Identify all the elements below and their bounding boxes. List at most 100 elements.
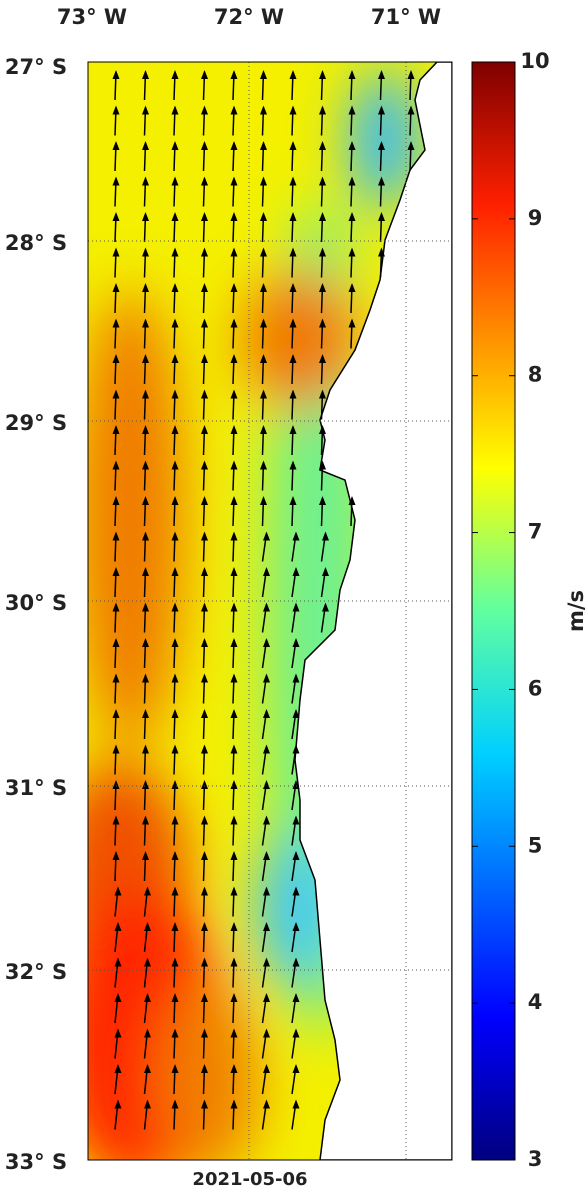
wind-arrow-head	[201, 70, 208, 79]
colorbar-label: m/s	[564, 590, 588, 632]
wind-arrow-head	[230, 1028, 238, 1038]
wind-arrow-head	[292, 744, 300, 754]
wind-arrow-head	[260, 389, 267, 399]
wind-arrow-head	[292, 957, 300, 967]
wind-arrow-head	[319, 247, 326, 257]
wind-arrow-head	[142, 318, 149, 328]
colorbar-tick-label: 3	[528, 1147, 543, 1171]
wind-arrow-head	[292, 531, 300, 541]
wind-arrow-head	[142, 354, 149, 363]
wind-arrow-head	[171, 1064, 179, 1073]
wind-arrow-head	[142, 744, 149, 754]
wind-arrow-head	[230, 744, 238, 754]
wind-arrow-head	[201, 957, 208, 967]
wind-arrow-head	[171, 780, 179, 789]
wind-arrow-head	[230, 993, 238, 1002]
wind-arrow-head	[142, 780, 149, 789]
wind-arrow-head	[260, 318, 267, 328]
wind-arrow-head	[407, 70, 415, 79]
wind-arrow-head	[142, 851, 149, 860]
wind-arrow-head	[171, 957, 179, 967]
wind-arrow-head	[230, 212, 238, 221]
wind-arrow-head	[292, 709, 300, 718]
wind-arrow-head	[142, 460, 149, 470]
wind-arrow-head	[348, 283, 356, 292]
wind-arrow-head	[201, 247, 208, 257]
wind-arrow-head	[319, 425, 326, 434]
wind-arrow-head	[263, 851, 270, 860]
wind-arrow-head	[171, 354, 179, 363]
wind-arrow-head	[289, 70, 297, 79]
wind-arrow-head	[230, 851, 238, 860]
wind-arrow-head	[289, 496, 297, 505]
wind-arrow-head	[201, 460, 208, 470]
wind-arrow-head	[201, 1099, 208, 1109]
wind-arrow-head	[201, 638, 208, 647]
colorbar-tick-label: 10	[520, 49, 549, 73]
wind-arrow-head	[171, 602, 179, 612]
wind-arrow-head	[142, 638, 149, 647]
wind-arrow-head	[260, 212, 267, 221]
wind-arrow-head	[112, 318, 120, 328]
wind-arrow-head	[171, 318, 179, 328]
wind-arrow-head	[142, 105, 149, 115]
wind-arrow-head	[260, 425, 267, 434]
wind-arrow-head	[348, 212, 356, 221]
wind-arrow-head	[114, 1064, 122, 1073]
wind-arrow-head	[319, 70, 326, 79]
wind-arrow-head	[378, 105, 385, 115]
lon-label: 72° W	[214, 5, 284, 29]
wind-arrow-head	[201, 389, 208, 399]
wind-arrow-head	[260, 176, 267, 186]
wind-arrow-head	[292, 886, 300, 896]
wind-arrow-head	[263, 602, 270, 612]
wind-arrow-head	[319, 141, 326, 150]
wind-arrow-head	[230, 957, 238, 967]
wind-arrow-head	[144, 1099, 151, 1109]
lat-label: 29° S	[5, 411, 67, 435]
wind-arrow-head	[201, 709, 208, 718]
wind-arrow-head	[112, 780, 120, 789]
colorbar-tick-label: 4	[528, 990, 543, 1014]
wind-arrow-head	[319, 496, 326, 505]
wind-arrow-head	[263, 531, 270, 541]
wind-arrow-head	[322, 531, 329, 541]
wind-arrow-head	[112, 105, 120, 115]
wind-arrow-head	[289, 389, 297, 399]
wind-arrow-head	[230, 105, 238, 115]
wind-arrow-head	[230, 70, 238, 79]
wind-arrow-head	[378, 176, 385, 186]
lon-label: 73° W	[57, 5, 127, 29]
wind-arrow-head	[171, 460, 179, 470]
wind-arrow-head	[263, 709, 270, 718]
wind-arrow-head	[112, 389, 120, 399]
wind-arrow-head	[407, 105, 415, 115]
wind-arrow-head	[292, 1064, 300, 1073]
wind-arrow-head	[319, 318, 326, 328]
wind-arrow-head	[292, 638, 300, 647]
wind-arrow-head	[201, 602, 208, 612]
wind-field	[88, 62, 452, 1160]
wind-arrow-head	[230, 709, 238, 718]
wind-arrow-head	[112, 496, 120, 505]
wind-arrow-head	[348, 70, 356, 79]
wind-arrow-head	[348, 247, 356, 257]
wind-arrow-head	[260, 141, 267, 150]
wind-arrow-head	[319, 176, 326, 186]
wind-arrow-head	[292, 1099, 300, 1109]
wind-arrow-head	[289, 354, 297, 363]
wind-arrow-head	[144, 1028, 151, 1038]
wind-arrow-head	[144, 993, 151, 1002]
wind-arrow-head	[230, 673, 238, 683]
wind-arrow-head	[230, 283, 238, 292]
colorbar-tick-label: 8	[528, 363, 543, 387]
wind-arrow-head	[378, 212, 385, 221]
wind-arrow-head	[230, 815, 238, 825]
wind-arrow-head	[260, 460, 267, 470]
wind-arrow-head	[230, 496, 238, 505]
wind-arrow-head	[144, 957, 151, 967]
wind-arrow-head	[201, 780, 208, 789]
graticule	[88, 62, 452, 1160]
wind-arrow-head	[171, 638, 179, 647]
wind-arrow-head	[263, 815, 270, 825]
